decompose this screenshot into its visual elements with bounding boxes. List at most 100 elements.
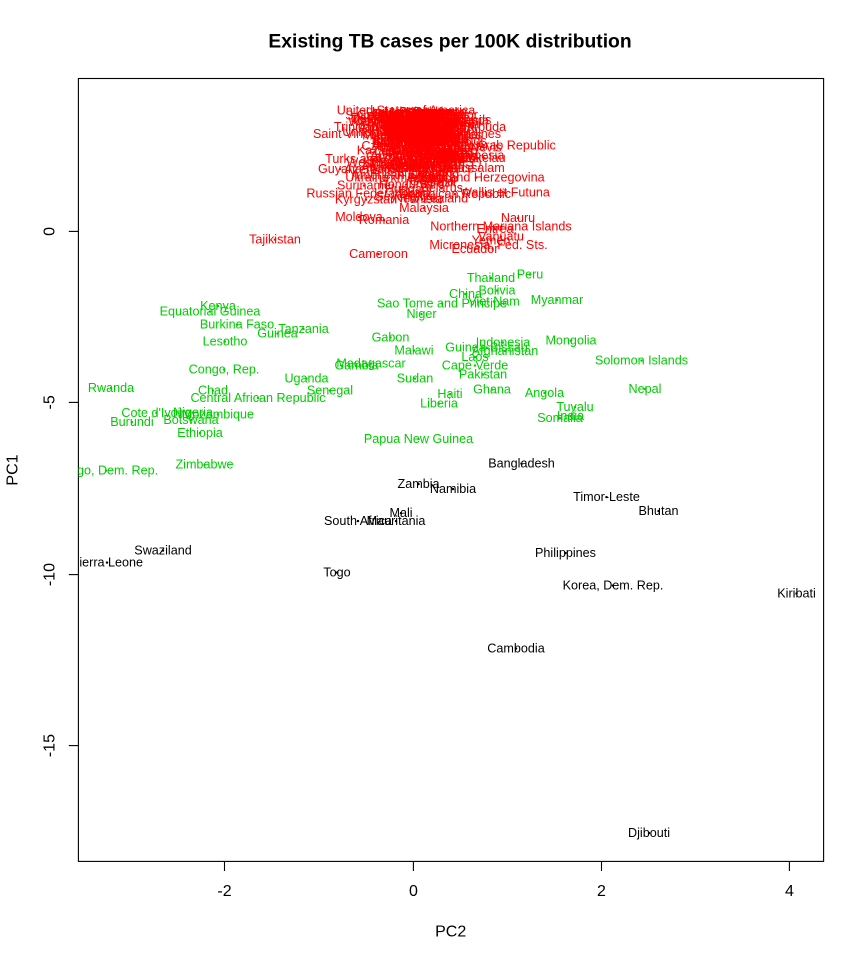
svg-text:0: 0 xyxy=(409,883,418,900)
svg-text:Bangladesh: Bangladesh xyxy=(488,457,555,471)
svg-text:Myanmar: Myanmar xyxy=(531,293,583,307)
svg-text:Burkina Faso: Burkina Faso xyxy=(200,318,274,332)
svg-text:Iran: Iran xyxy=(411,110,433,124)
svg-text:Costa Rica: Costa Rica xyxy=(372,107,434,121)
svg-text:Mali: Mali xyxy=(389,506,412,520)
svg-text:France: France xyxy=(390,158,429,172)
svg-text:Puerto Rico: Puerto Rico xyxy=(378,108,444,122)
svg-text:Honduras: Honduras xyxy=(379,178,434,192)
svg-text:Bhutan: Bhutan xyxy=(639,504,679,518)
svg-text:New Zealand: New Zealand xyxy=(394,192,468,206)
svg-text:American Samoa: American Samoa xyxy=(359,120,456,134)
svg-text:Bahrain: Bahrain xyxy=(432,151,475,165)
svg-text:Zambia: Zambia xyxy=(398,477,440,491)
svg-text:Estonia: Estonia xyxy=(419,114,461,128)
svg-text:Syrian Arab Republic: Syrian Arab Republic xyxy=(438,139,556,153)
svg-text:Turkmenistan: Turkmenistan xyxy=(372,171,448,185)
svg-text:Lesotho: Lesotho xyxy=(203,335,248,349)
svg-text:Denmark: Denmark xyxy=(350,111,402,125)
svg-text:Grenada: Grenada xyxy=(390,155,439,169)
svg-text:Georgia: Georgia xyxy=(397,121,442,135)
svg-text:Chile: Chile xyxy=(421,111,450,125)
svg-text:Norway: Norway xyxy=(377,139,420,153)
svg-text:Sierra Leone: Sierra Leone xyxy=(71,556,143,570)
svg-text:Gabon: Gabon xyxy=(372,331,410,345)
svg-text:Pakistan: Pakistan xyxy=(459,368,507,382)
svg-text:Cameroon: Cameroon xyxy=(349,247,408,261)
svg-text:Seychelles: Seychelles xyxy=(375,189,436,203)
svg-text:Peru: Peru xyxy=(517,268,544,282)
svg-text:Saint Lucia: Saint Lucia xyxy=(396,132,458,146)
svg-text:Congo, Rep.: Congo, Rep. xyxy=(189,363,260,377)
svg-text:United States of America: United States of America xyxy=(337,104,476,118)
svg-text:Viet Nam: Viet Nam xyxy=(468,295,520,309)
svg-text:Burundi: Burundi xyxy=(110,415,153,429)
svg-text:Comoros: Comoros xyxy=(393,161,444,175)
svg-text:South Africa: South Africa xyxy=(324,514,392,528)
svg-text:Guinea: Guinea xyxy=(257,327,298,341)
svg-text:Somalia: Somalia xyxy=(537,411,583,425)
svg-text:Cambodia: Cambodia xyxy=(487,642,544,656)
svg-text:Switzerland: Switzerland xyxy=(390,126,455,140)
svg-text:Iraq: Iraq xyxy=(407,186,429,200)
svg-text:El Salvador: El Salvador xyxy=(414,108,478,122)
svg-text:Tunisia: Tunisia xyxy=(397,122,437,136)
svg-text:Malawi: Malawi xyxy=(394,344,433,358)
svg-text:France: France xyxy=(420,117,459,131)
svg-text:Tunisia: Tunisia xyxy=(402,192,442,206)
svg-text:Algeria: Algeria xyxy=(409,135,448,149)
svg-text:Costa Rica: Costa Rica xyxy=(379,141,441,155)
svg-text:Samoa: Samoa xyxy=(381,118,421,132)
svg-text:Cayman Islands: Cayman Islands xyxy=(366,150,456,164)
svg-text:Kazakhstan: Kazakhstan xyxy=(357,144,423,158)
svg-text:Togo: Togo xyxy=(323,566,350,580)
svg-text:Azerbaijan: Azerbaijan xyxy=(344,163,404,177)
svg-text:Tanzania: Tanzania xyxy=(278,322,328,336)
svg-text:Swaziland: Swaziland xyxy=(134,544,191,558)
svg-text:Germany: Germany xyxy=(371,158,423,172)
svg-text:Guam: Guam xyxy=(423,155,457,169)
svg-text:Yemen: Yemen xyxy=(472,234,511,248)
svg-text:West Bank and Gaza: West Bank and Gaza xyxy=(348,115,467,129)
svg-text:PC1: PC1 xyxy=(5,454,22,485)
svg-text:Afghanistan: Afghanistan xyxy=(472,344,539,358)
svg-text:Puerto Rico: Puerto Rico xyxy=(412,144,478,158)
svg-text:Virgin Islands (U.S.): Virgin Islands (U.S.) xyxy=(370,155,482,169)
svg-text:Cape Verde: Cape Verde xyxy=(442,359,509,373)
svg-text:Dominican Republic: Dominican Republic xyxy=(399,187,511,201)
svg-text:Monaco: Monaco xyxy=(410,149,455,163)
svg-text:Bulgaria: Bulgaria xyxy=(397,123,443,137)
svg-text:Germany: Germany xyxy=(382,117,434,131)
svg-text:Cote d'Ivoire: Cote d'Ivoire xyxy=(121,406,191,420)
svg-text:West Bank and Gaza: West Bank and Gaza xyxy=(346,155,465,169)
svg-text:Thailand: Thailand xyxy=(467,271,515,285)
svg-text:Botswana: Botswana xyxy=(163,413,218,427)
svg-text:Tokelau: Tokelau xyxy=(462,151,505,165)
svg-text:Tajikistan: Tajikistan xyxy=(249,233,301,247)
svg-text:Zimbabwe: Zimbabwe xyxy=(175,458,233,472)
svg-text:Romania: Romania xyxy=(359,213,409,227)
svg-text:Niger: Niger xyxy=(406,307,436,321)
svg-text:United Arab Emirates: United Arab Emirates xyxy=(342,125,461,139)
svg-text:Belarus: Belarus xyxy=(420,181,463,195)
svg-text:Czech Republic: Czech Republic xyxy=(361,139,449,153)
svg-text:Angola: Angola xyxy=(525,386,564,400)
svg-text:Papua New Guinea: Papua New Guinea xyxy=(364,432,473,446)
svg-text:2: 2 xyxy=(597,883,606,900)
svg-text:Georgia: Georgia xyxy=(410,174,455,188)
svg-text:Maldives: Maldives xyxy=(424,144,474,158)
svg-text:Eritrea: Eritrea xyxy=(476,222,513,236)
svg-text:Saudi Arabia: Saudi Arabia xyxy=(384,149,455,163)
svg-text:Luxembourg: Luxembourg xyxy=(373,106,443,120)
svg-text:Iceland: Iceland xyxy=(419,120,460,134)
svg-text:Indonesia: Indonesia xyxy=(476,336,531,350)
svg-text:PC2: PC2 xyxy=(435,923,466,940)
svg-text:Malta: Malta xyxy=(429,109,460,123)
svg-text:Colombia: Colombia xyxy=(390,158,443,172)
svg-text:Libya: Libya xyxy=(398,154,428,168)
svg-text:Montserrat: Montserrat xyxy=(386,130,447,144)
svg-text:Honduras: Honduras xyxy=(397,122,452,136)
svg-text:Cyprus: Cyprus xyxy=(390,128,430,142)
svg-text:Italy: Italy xyxy=(418,171,442,185)
svg-text:Solomon Islands: Solomon Islands xyxy=(595,354,688,368)
